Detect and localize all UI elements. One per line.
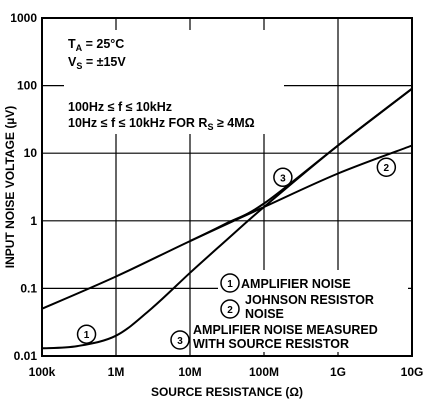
y-tick-label: 10: [24, 146, 38, 160]
y-axis-title: INPUT NOISE VOLTAGE (µV): [3, 106, 17, 268]
legend-label-3b: WITH SOURCE RESISTOR: [193, 337, 349, 351]
legend-marker-1-number: 1: [227, 279, 233, 290]
series-marker-number-2: 2: [384, 163, 390, 174]
series-marker-number-3: 3: [280, 173, 286, 184]
annotation-temperature: TA = 25°C: [68, 37, 124, 53]
x-axis-title: SOURCE RESISTANCE (Ω): [151, 385, 303, 399]
series-marker-1: [76, 324, 97, 344]
legend-label-3a: AMPLIFIER NOISE MEASURED: [193, 323, 378, 337]
annotation-frequency-1: 100Hz ≤ f ≤ 10kHz: [68, 100, 172, 114]
legend-label-2b: NOISE: [245, 307, 284, 321]
y-tick-label: 0.1: [20, 281, 37, 295]
y-tick-label: 1: [30, 214, 37, 228]
annotation-supply: VS = ±15V: [68, 55, 126, 71]
curve-series-3: [189, 87, 413, 243]
x-tick-label: 10M: [178, 365, 201, 379]
series-marker-2: [376, 157, 397, 177]
legend-marker-2: [220, 299, 240, 319]
y-tick-label: 0.01: [14, 349, 38, 363]
chart-curves: [41, 87, 413, 350]
legend-entry-3: 3 AMPLIFIER NOISE MEASURED WITH SOURCE R…: [170, 323, 378, 351]
legend-label-1: AMPLIFIER NOISE: [241, 277, 351, 291]
x-tick-label: 1M: [108, 365, 125, 379]
legend-backdrop: [218, 270, 408, 352]
x-tick-label: 100k: [29, 365, 56, 379]
legend-marker-3-number: 3: [177, 336, 183, 347]
legend-marker-1: [220, 273, 240, 293]
series-marker-number-1: 1: [84, 330, 90, 341]
y-tick-labels: 1000 100 10 1 0.1 0.01: [10, 11, 37, 363]
y-tick-label: 100: [17, 79, 37, 93]
y-tick-label: 1000: [10, 11, 37, 25]
annotation-frequency-2: 10Hz ≤ f ≤ 10kHz FOR RS ≥ 4MΩ: [68, 116, 255, 132]
legend-marker-3: [170, 330, 190, 350]
x-tick-label: 100M: [249, 365, 279, 379]
series-markers: 1 2 3: [76, 157, 397, 344]
x-tick-label: 10G: [401, 365, 423, 379]
legend-label-2a: JOHNSON RESISTOR: [245, 293, 374, 307]
legend-marker-2-number: 2: [227, 305, 233, 316]
legend-entry-1: 1 AMPLIFIER NOISE: [220, 273, 351, 293]
series-marker-3: [273, 167, 293, 188]
x-tick-labels: 100k 1M 10M 100M 1G 10G: [29, 365, 423, 379]
legend-entry-2: 2 JOHNSON RESISTOR NOISE: [220, 293, 374, 321]
annotation-backdrop: [64, 30, 284, 134]
x-tick-label: 1G: [330, 365, 346, 379]
plot-frame: [41, 17, 413, 357]
